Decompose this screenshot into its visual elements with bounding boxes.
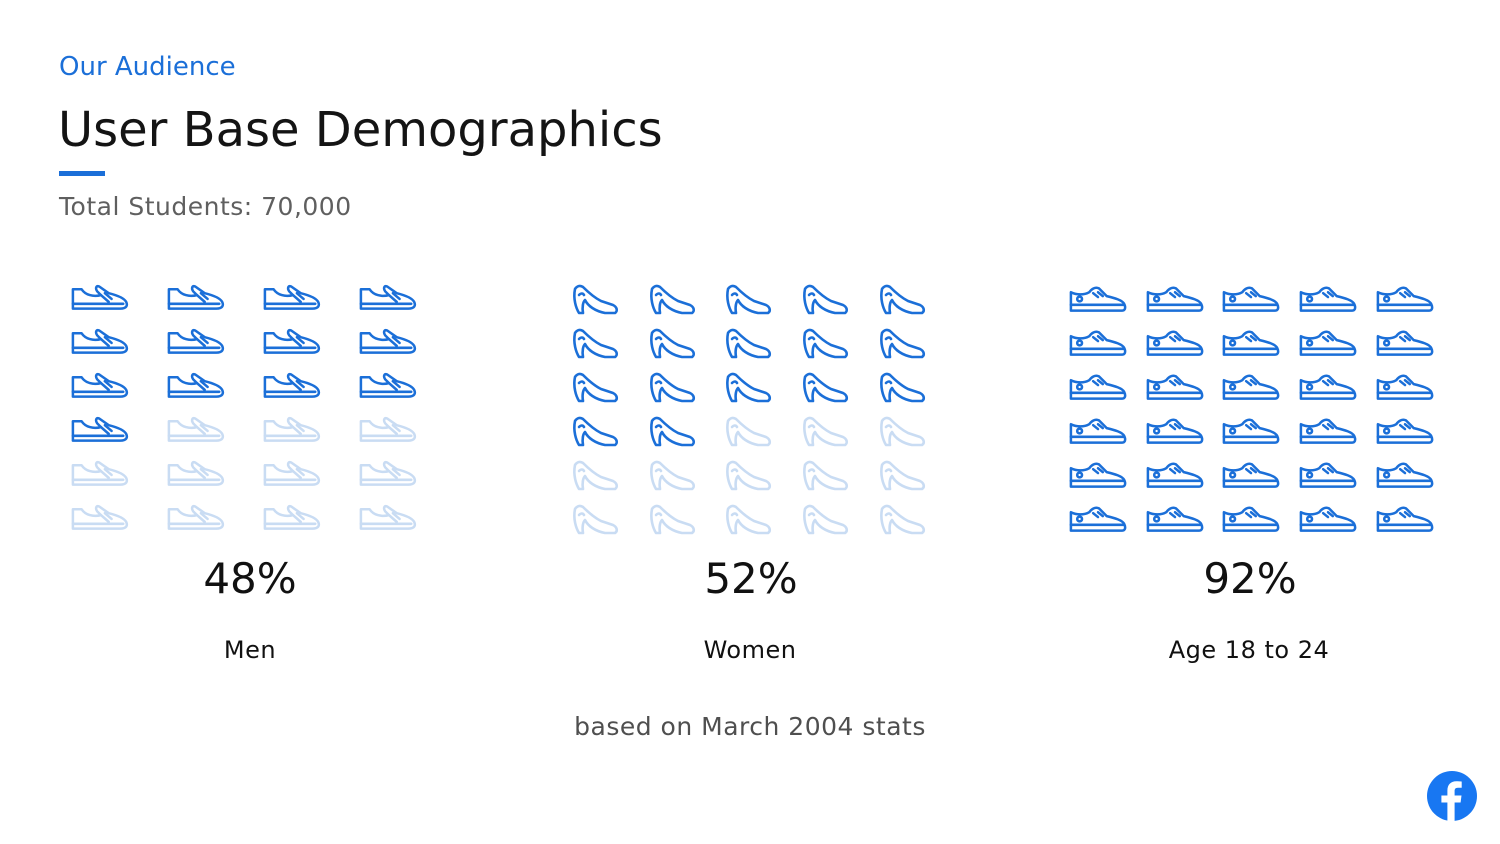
high-heel-icon xyxy=(649,372,695,403)
mens-shoe-icon xyxy=(263,372,321,398)
mens-shoe-icon xyxy=(71,284,129,310)
high-heel-icon xyxy=(879,416,925,447)
high-heel-icon xyxy=(879,504,925,535)
high-heel-icon xyxy=(803,284,849,315)
sneaker-icon xyxy=(1146,506,1204,532)
mens-shoe-icon xyxy=(359,504,417,530)
mens-shoe-icon xyxy=(359,416,417,442)
mens-shoe-icon xyxy=(263,416,321,442)
women-label: Women xyxy=(703,636,797,664)
sneaker-icon xyxy=(1376,374,1434,400)
high-heel-icon xyxy=(573,328,619,359)
age-percent: 92% xyxy=(1203,554,1297,603)
sneaker-icon xyxy=(1146,462,1204,488)
high-heel-icon xyxy=(803,372,849,403)
sneaker-icon xyxy=(1299,418,1357,444)
high-heel-icon xyxy=(879,460,925,491)
mens-shoe-icon xyxy=(263,504,321,530)
mens-shoe-icon xyxy=(359,460,417,486)
high-heel-icon xyxy=(649,284,695,315)
sneaker-icon xyxy=(1299,374,1357,400)
high-heel-icon xyxy=(573,504,619,535)
mens-shoe-icon xyxy=(71,372,129,398)
sneaker-icon xyxy=(1223,506,1280,532)
high-heel-icon xyxy=(726,460,772,491)
high-heel-icon xyxy=(803,328,849,359)
footnote: based on March 2004 stats xyxy=(574,712,926,741)
high-heel-icon xyxy=(803,504,849,535)
high-heel-icon xyxy=(726,328,772,359)
sneaker-icon xyxy=(1299,462,1357,488)
high-heel-icon xyxy=(573,416,619,447)
sneaker-icon xyxy=(1223,286,1280,312)
high-heel-icon xyxy=(726,416,772,447)
high-heel-icon xyxy=(726,504,772,535)
high-heel-icon xyxy=(726,372,772,403)
high-heel-icon xyxy=(879,328,925,359)
age-label: Age 18 to 24 xyxy=(1168,636,1330,664)
sneaker-icon xyxy=(1376,330,1434,356)
sneaker-icon xyxy=(1069,462,1127,488)
high-heel-icon xyxy=(879,284,925,315)
mens-shoe-icon xyxy=(167,416,225,442)
sneaker-icon xyxy=(1069,418,1127,444)
sneaker-icon xyxy=(1223,418,1280,444)
mens-shoe-icon xyxy=(167,504,225,530)
mens-shoe-icon xyxy=(263,328,321,354)
mens-shoe-icon xyxy=(167,284,225,310)
high-heel-icon xyxy=(726,284,772,315)
mens-shoe-icon xyxy=(263,460,321,486)
high-heel-icon xyxy=(649,416,695,447)
women-percent: 52% xyxy=(704,554,798,603)
mens-shoe-icon xyxy=(167,460,225,486)
high-heel-icon xyxy=(649,460,695,491)
sneaker-icon xyxy=(1376,418,1434,444)
mens-shoe-icon xyxy=(359,328,417,354)
mens-shoe-icon xyxy=(71,504,129,530)
high-heel-icon xyxy=(573,460,619,491)
mens-shoe-icon xyxy=(359,284,417,310)
high-heel-icon xyxy=(803,416,849,447)
sneaker-icon xyxy=(1299,286,1357,312)
mens-shoe-icon xyxy=(167,328,225,354)
high-heel-icon xyxy=(573,372,619,403)
sneaker-icon xyxy=(1223,462,1280,488)
total-students: Total Students: 70,000 xyxy=(59,192,352,221)
sneaker-icon xyxy=(1376,462,1434,488)
facebook-logo-icon[interactable] xyxy=(1427,771,1477,821)
mens-shoe-icon xyxy=(167,372,225,398)
mens-shoe-icon xyxy=(263,284,321,310)
title-accent-bar xyxy=(59,171,105,176)
sneaker-icon xyxy=(1146,374,1204,400)
page-title: User Base Demographics xyxy=(58,102,663,158)
sneaker-icon xyxy=(1069,506,1127,532)
sneaker-icon xyxy=(1376,286,1434,312)
sneaker-icon xyxy=(1146,418,1204,444)
sneaker-icon xyxy=(1146,286,1204,312)
high-heel-icon xyxy=(649,328,695,359)
mens-shoe-icon xyxy=(71,416,129,442)
high-heel-icon xyxy=(879,372,925,403)
sneaker-icon xyxy=(1299,330,1357,356)
high-heel-icon xyxy=(803,460,849,491)
high-heel-icon xyxy=(573,284,619,315)
sneaker-icon xyxy=(1376,506,1434,532)
men-percent: 48% xyxy=(203,554,297,603)
sneaker-icon xyxy=(1223,330,1280,356)
men-label: Men xyxy=(223,636,277,664)
sneaker-icon xyxy=(1069,374,1127,400)
mens-shoe-icon xyxy=(71,460,129,486)
sneaker-icon xyxy=(1223,374,1280,400)
sneaker-icon xyxy=(1069,286,1127,312)
sneaker-icon xyxy=(1069,330,1127,356)
sneaker-icon xyxy=(1299,506,1357,532)
eyebrow: Our Audience xyxy=(59,52,236,82)
sneaker-icon xyxy=(1146,330,1204,356)
mens-shoe-icon xyxy=(71,328,129,354)
high-heel-icon xyxy=(649,504,695,535)
mens-shoe-icon xyxy=(359,372,417,398)
